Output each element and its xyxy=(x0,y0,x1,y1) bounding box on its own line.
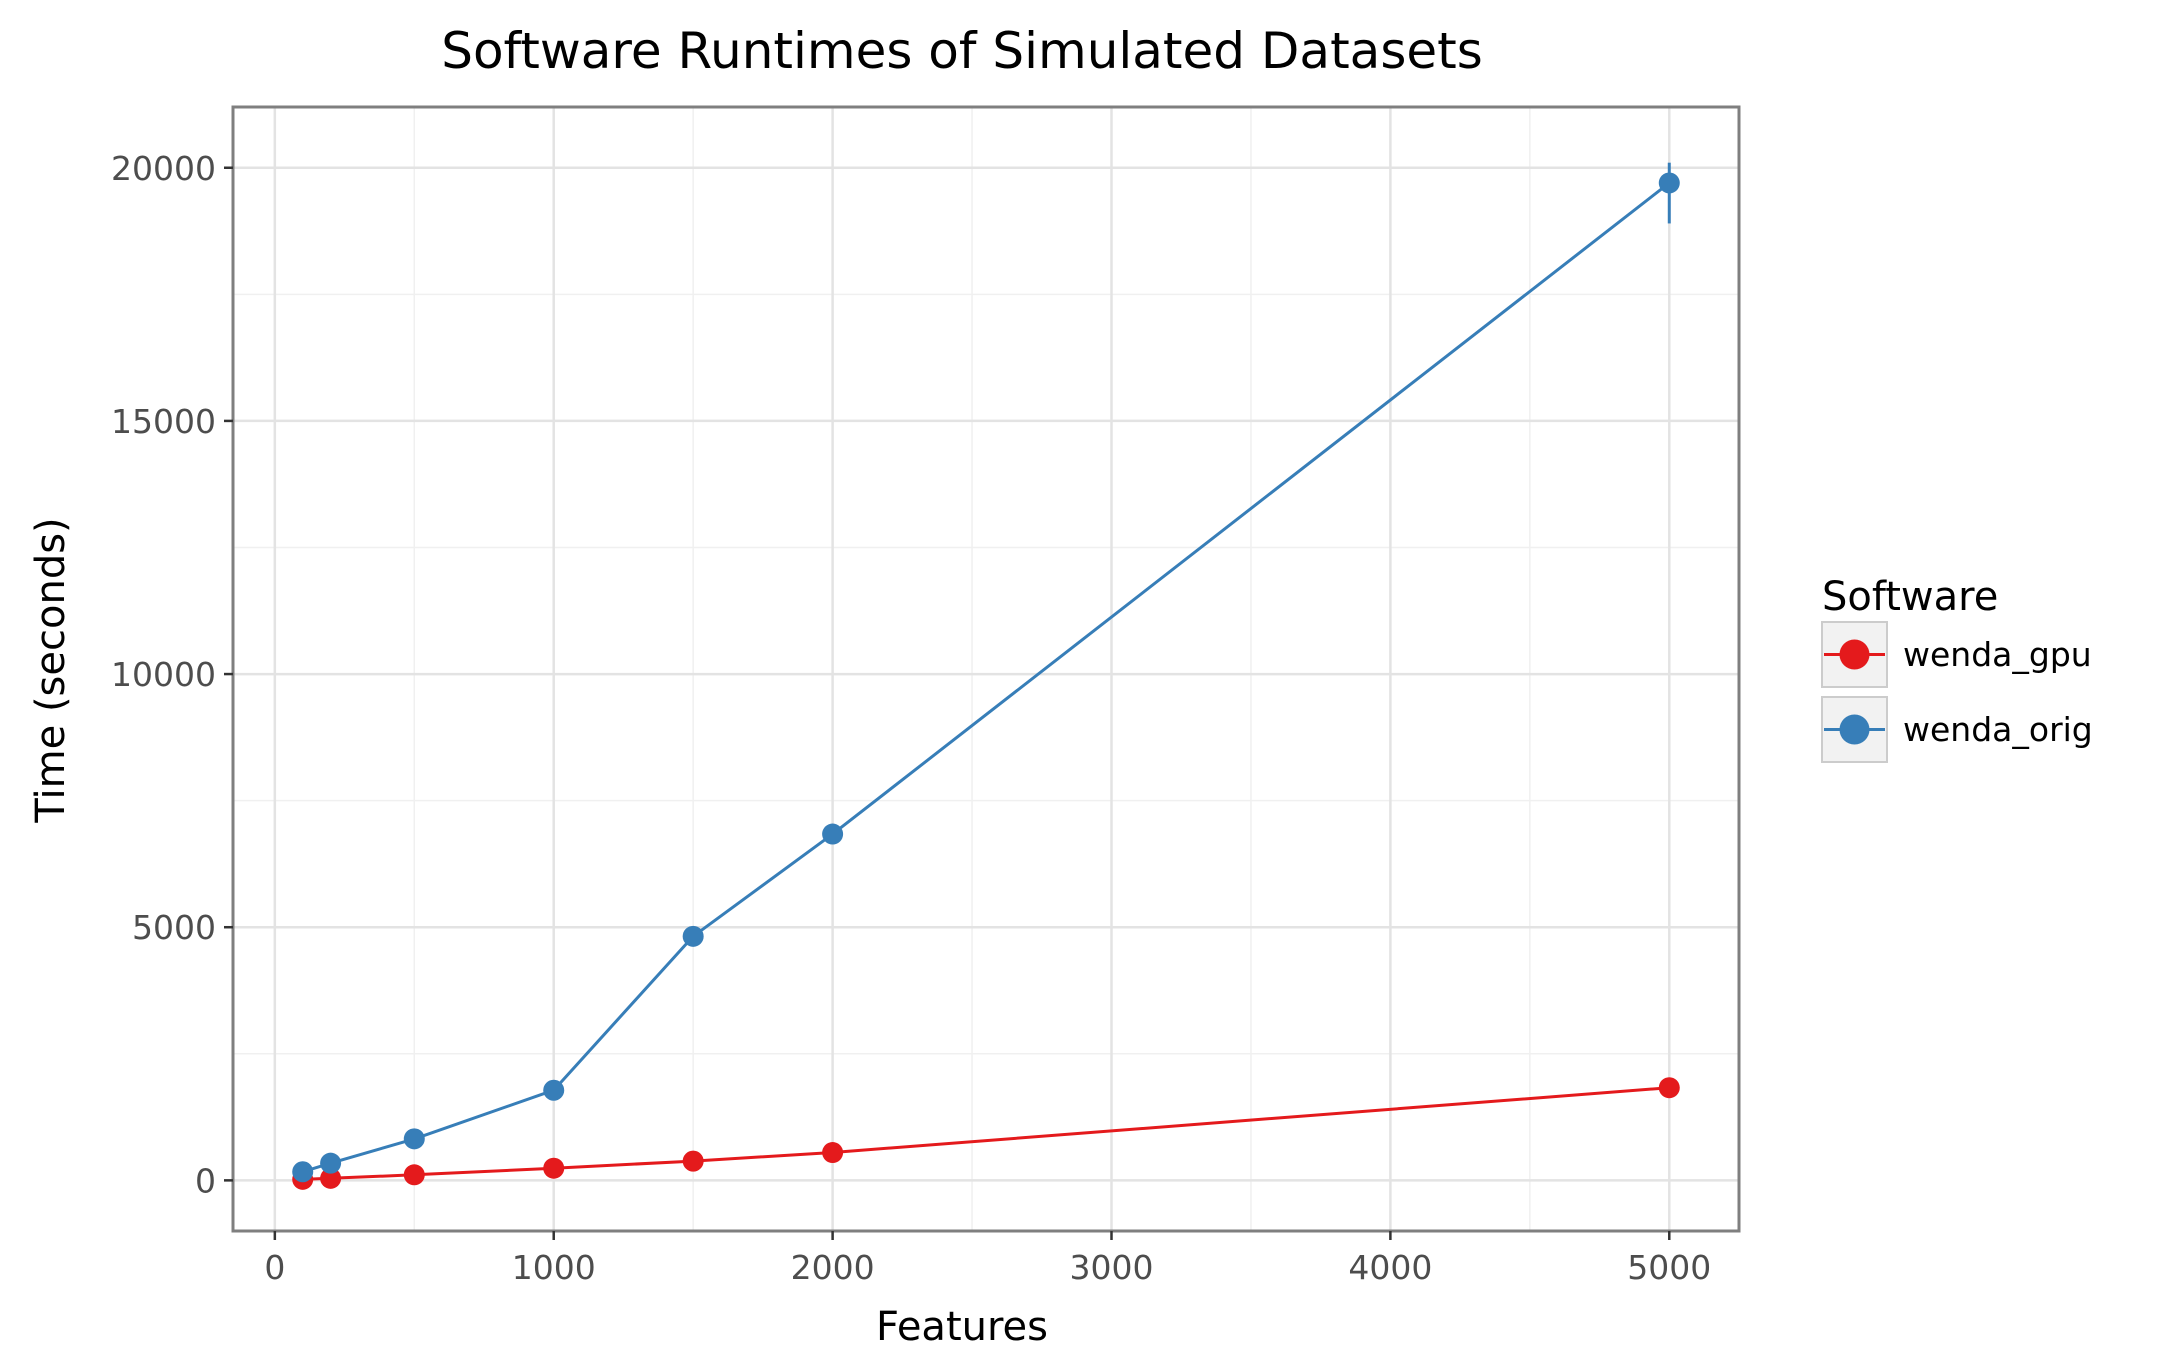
legend-label: wenda_gpu xyxy=(1903,635,2092,674)
y-tick-label: 15000 xyxy=(111,402,216,441)
y-tick-label: 0 xyxy=(195,1161,216,1200)
legend-key-marker xyxy=(1839,714,1870,745)
data-point xyxy=(320,1152,342,1174)
x-tick-label: 5000 xyxy=(1627,1248,1711,1287)
plot-panel xyxy=(233,107,1739,1231)
data-point xyxy=(292,1161,314,1183)
data-point xyxy=(822,823,844,845)
minor-grid xyxy=(233,107,1739,1231)
x-tick-label: 0 xyxy=(264,1248,285,1287)
legend-key-marker xyxy=(1839,639,1870,670)
legend-label: wenda_orig xyxy=(1903,710,2093,749)
x-axis-title: Features xyxy=(876,1304,1048,1350)
legend: Software wenda_gpu wenda_orig xyxy=(1821,574,2093,763)
legend-item-wenda-orig: wenda_orig xyxy=(1821,696,2093,763)
major-grid xyxy=(233,107,1739,1231)
legend-item-wenda-gpu: wenda_gpu xyxy=(1821,621,2092,688)
y-tick-label: 20000 xyxy=(111,149,216,188)
series-layer xyxy=(292,162,1680,1190)
plot-border xyxy=(231,105,1741,1233)
data-point xyxy=(320,1167,342,1189)
x-tick-label: 3000 xyxy=(1070,1248,1154,1287)
y-tick-label: 10000 xyxy=(111,655,216,694)
data-point xyxy=(682,1150,704,1172)
data-point xyxy=(543,1079,565,1101)
data-point xyxy=(682,925,704,947)
data-point xyxy=(403,1164,425,1186)
legend-title: Software xyxy=(1822,574,1998,620)
data-point xyxy=(822,1142,844,1164)
y-axis-title: Time (seconds) xyxy=(28,517,74,823)
x-tick-label: 1000 xyxy=(512,1248,596,1287)
y-tick-label: 5000 xyxy=(132,908,216,947)
x-tick-label: 4000 xyxy=(1348,1248,1432,1287)
chart-title: Software Runtimes of Simulated Datasets xyxy=(441,22,1483,80)
x-tick-label: 2000 xyxy=(791,1248,875,1287)
data-point xyxy=(403,1128,425,1150)
y-axis-ticks: 0 5000 10000 15000 20000 xyxy=(111,149,233,1200)
data-point xyxy=(1658,1077,1680,1099)
series-wenda-orig xyxy=(292,162,1680,1183)
x-axis-ticks: 0 1000 2000 3000 4000 5000 xyxy=(264,1231,1711,1287)
data-point xyxy=(1658,172,1680,194)
data-point xyxy=(543,1157,565,1179)
